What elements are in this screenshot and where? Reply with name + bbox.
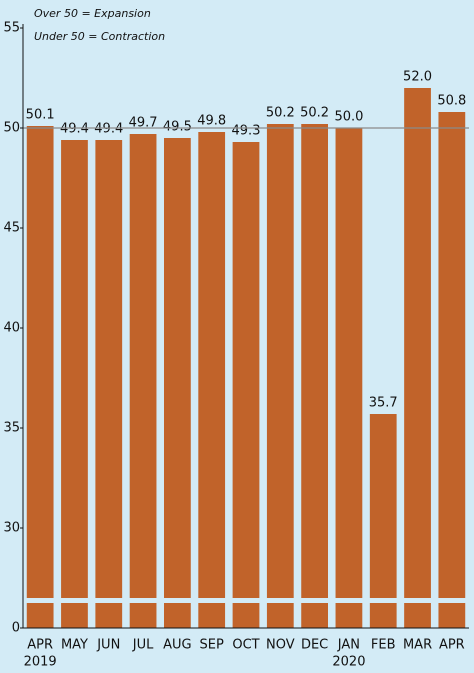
bar bbox=[26, 126, 54, 628]
y-tick-label: 50 bbox=[3, 121, 20, 136]
bar bbox=[232, 142, 260, 628]
x-tick-label: AUG bbox=[163, 638, 191, 653]
x-tick-label: JUL bbox=[132, 638, 154, 653]
x-tick-label: APR bbox=[27, 638, 53, 653]
y-tick-label: 30 bbox=[3, 521, 20, 536]
x-tick-label: APR bbox=[439, 638, 465, 653]
annotation: Under 50 = Contraction bbox=[34, 30, 165, 43]
y-tick-label: 55 bbox=[3, 21, 20, 36]
x-tick-label: 2019 bbox=[24, 655, 57, 670]
annotation: Over 50 = Expansion bbox=[34, 7, 151, 20]
bar bbox=[438, 112, 466, 628]
value-label: 49.5 bbox=[163, 120, 192, 135]
bar bbox=[198, 132, 226, 628]
value-label: 49.3 bbox=[232, 124, 261, 139]
value-label: 50.2 bbox=[300, 106, 329, 121]
bar bbox=[129, 134, 157, 628]
y-tick-label: 45 bbox=[3, 221, 20, 236]
bar bbox=[95, 140, 123, 628]
x-tick-label: 2020 bbox=[332, 655, 365, 670]
bar bbox=[404, 88, 431, 628]
bar bbox=[335, 128, 363, 628]
value-label: 49.7 bbox=[129, 116, 158, 131]
value-label: 49.8 bbox=[197, 114, 226, 129]
bar bbox=[61, 140, 88, 628]
bar bbox=[164, 138, 191, 628]
x-tick-label: DEC bbox=[301, 638, 328, 653]
value-label: 50.2 bbox=[266, 106, 295, 121]
x-tick-label: MAY bbox=[61, 638, 88, 653]
value-label: 49.4 bbox=[60, 122, 89, 137]
value-label: 35.7 bbox=[369, 396, 398, 411]
value-label: 50.1 bbox=[26, 108, 55, 123]
value-label: 50.8 bbox=[437, 94, 466, 109]
x-tick-label: OCT bbox=[232, 638, 259, 653]
axis-break bbox=[17, 598, 469, 603]
y-tick-label: 35 bbox=[3, 421, 20, 436]
x-tick-label: FEB bbox=[371, 638, 396, 653]
y-tick-label: 0 bbox=[12, 621, 20, 636]
value-label: 49.4 bbox=[94, 122, 123, 137]
x-tick-label: MAR bbox=[403, 638, 432, 653]
value-label: 50.0 bbox=[334, 110, 363, 125]
x-tick-label: SEP bbox=[200, 638, 224, 653]
bar bbox=[266, 124, 294, 628]
x-tick-label: JUN bbox=[96, 638, 120, 653]
bar bbox=[369, 414, 397, 628]
bar bbox=[301, 124, 328, 628]
x-tick-label: JAN bbox=[337, 638, 360, 653]
value-label: 52.0 bbox=[403, 70, 432, 85]
x-tick-label: NOV bbox=[266, 638, 295, 653]
y-tick-label: 40 bbox=[3, 321, 20, 336]
